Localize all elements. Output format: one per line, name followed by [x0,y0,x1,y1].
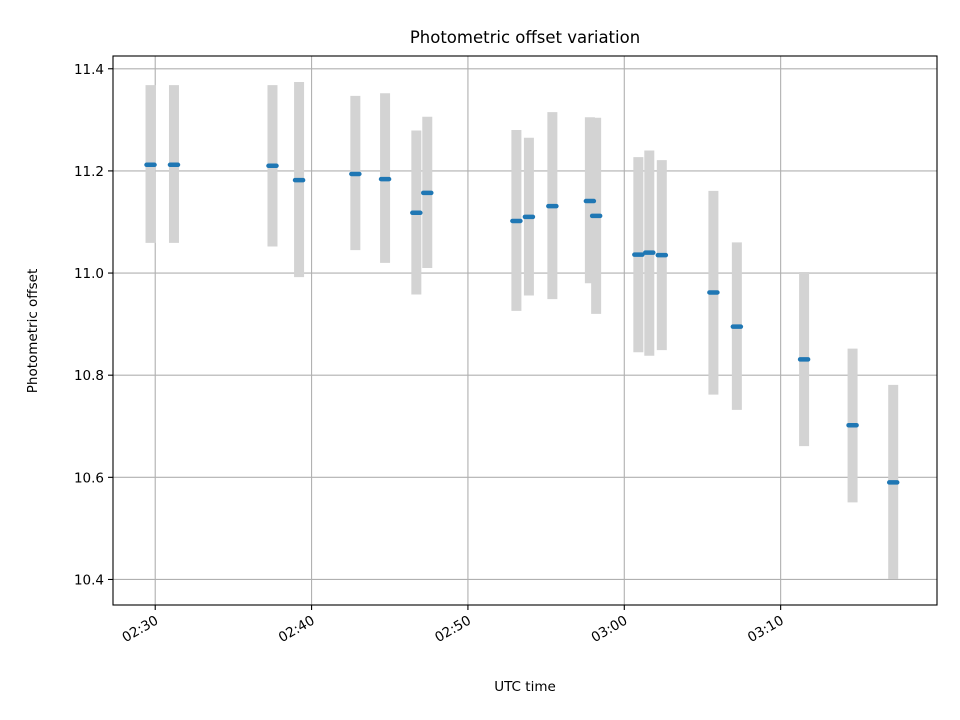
y-tick-label: 11.0 [74,266,104,282]
x-axis-label: UTC time [494,679,556,695]
y-tick-label: 10.8 [74,368,104,384]
y-axis-label: Photometric offset [25,269,41,393]
y-tick-label: 11.2 [74,164,104,180]
y-tick-label: 11.4 [74,62,104,78]
plot-frame [112,55,938,606]
y-tick-label: 10.4 [74,572,104,588]
data-markers [144,162,900,485]
x-gridlines [154,56,782,605]
y-axis-ticks: 10.4 10.6 10.8 11.0 11.2 11.4 [74,62,113,588]
chart-title: Photometric offset variation [410,28,640,47]
y-tick-label: 10.6 [74,470,104,486]
